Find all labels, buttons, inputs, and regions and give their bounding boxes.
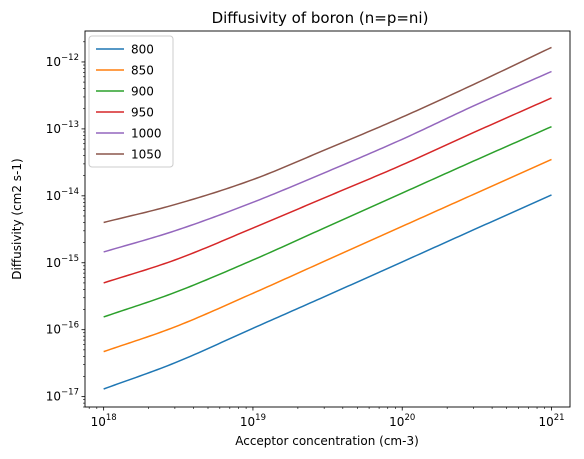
y-tick-label: 10−16: [46, 321, 79, 337]
legend-label-1050: 1050: [131, 148, 162, 162]
x-tick-label: 1019: [240, 413, 266, 429]
legend-box: [88, 35, 174, 168]
legend-label-850: 850: [131, 64, 154, 78]
y-tick-label: 10−12: [46, 53, 79, 69]
x-tick-label: 1021: [538, 413, 564, 429]
series-line-1050: [103, 46, 552, 224]
series-line-1000: [103, 70, 552, 253]
series-line-900: [103, 125, 552, 318]
y-tick-label: 10−13: [46, 120, 79, 136]
x-axis-label: Acceptor concentration (cm-3): [235, 434, 419, 448]
series-layer: [103, 46, 552, 390]
x-tick-label: 1020: [389, 413, 415, 429]
series-line-850: [103, 158, 552, 353]
series-line-950: [103, 97, 552, 284]
legend-label-1000: 1000: [131, 127, 162, 141]
y-tick-label: 10−17: [46, 388, 79, 404]
y-tick-label: 10−14: [46, 187, 79, 203]
y-axis-ticks: 10−17 10−16 10−15 10−14 10−13 10−12: [46, 41, 85, 408]
chart-title: Diffusivity of boron (n=p=ni): [212, 9, 429, 27]
y-axis-label: Diffusivity (cm2 s-1): [10, 158, 24, 279]
x-tick-label: 1018: [91, 413, 117, 429]
plot-frame: [84, 30, 571, 408]
legend-label-950: 950: [131, 106, 154, 120]
legend-label-900: 900: [131, 85, 154, 99]
legend-label-800: 800: [131, 43, 154, 57]
y-tick-label: 10−15: [46, 254, 79, 270]
x-axis-ticks: 1018 1019 1020 1021: [88, 407, 565, 429]
series-line-800: [103, 194, 552, 390]
legend: 800 850 900 950 1000 1050: [88, 35, 174, 168]
